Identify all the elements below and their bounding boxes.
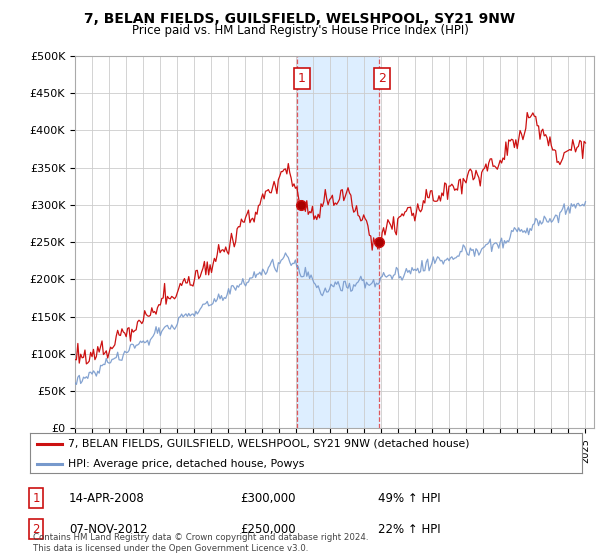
Text: 07-NOV-2012: 07-NOV-2012	[69, 522, 148, 536]
Bar	[297, 56, 379, 428]
Text: 2: 2	[378, 72, 386, 85]
Text: HPI: Average price, detached house, Powys: HPI: Average price, detached house, Powy…	[68, 459, 304, 469]
Text: 7, BELAN FIELDS, GUILSFIELD, WELSHPOOL, SY21 9NW (detached house): 7, BELAN FIELDS, GUILSFIELD, WELSHPOOL, …	[68, 439, 469, 449]
Text: 49% ↑ HPI: 49% ↑ HPI	[378, 492, 440, 505]
Text: Price paid vs. HM Land Registry's House Price Index (HPI): Price paid vs. HM Land Registry's House …	[131, 24, 469, 36]
Text: 14-APR-2008: 14-APR-2008	[69, 492, 145, 505]
Text: Contains HM Land Registry data © Crown copyright and database right 2024.
This d: Contains HM Land Registry data © Crown c…	[33, 533, 368, 553]
Text: 7, BELAN FIELDS, GUILSFIELD, WELSHPOOL, SY21 9NW: 7, BELAN FIELDS, GUILSFIELD, WELSHPOOL, …	[85, 12, 515, 26]
Text: 1: 1	[32, 492, 40, 505]
Text: £300,000: £300,000	[240, 492, 296, 505]
Text: 2: 2	[32, 522, 40, 536]
Text: 22% ↑ HPI: 22% ↑ HPI	[378, 522, 440, 536]
Text: 1: 1	[298, 72, 306, 85]
Text: £250,000: £250,000	[240, 522, 296, 536]
